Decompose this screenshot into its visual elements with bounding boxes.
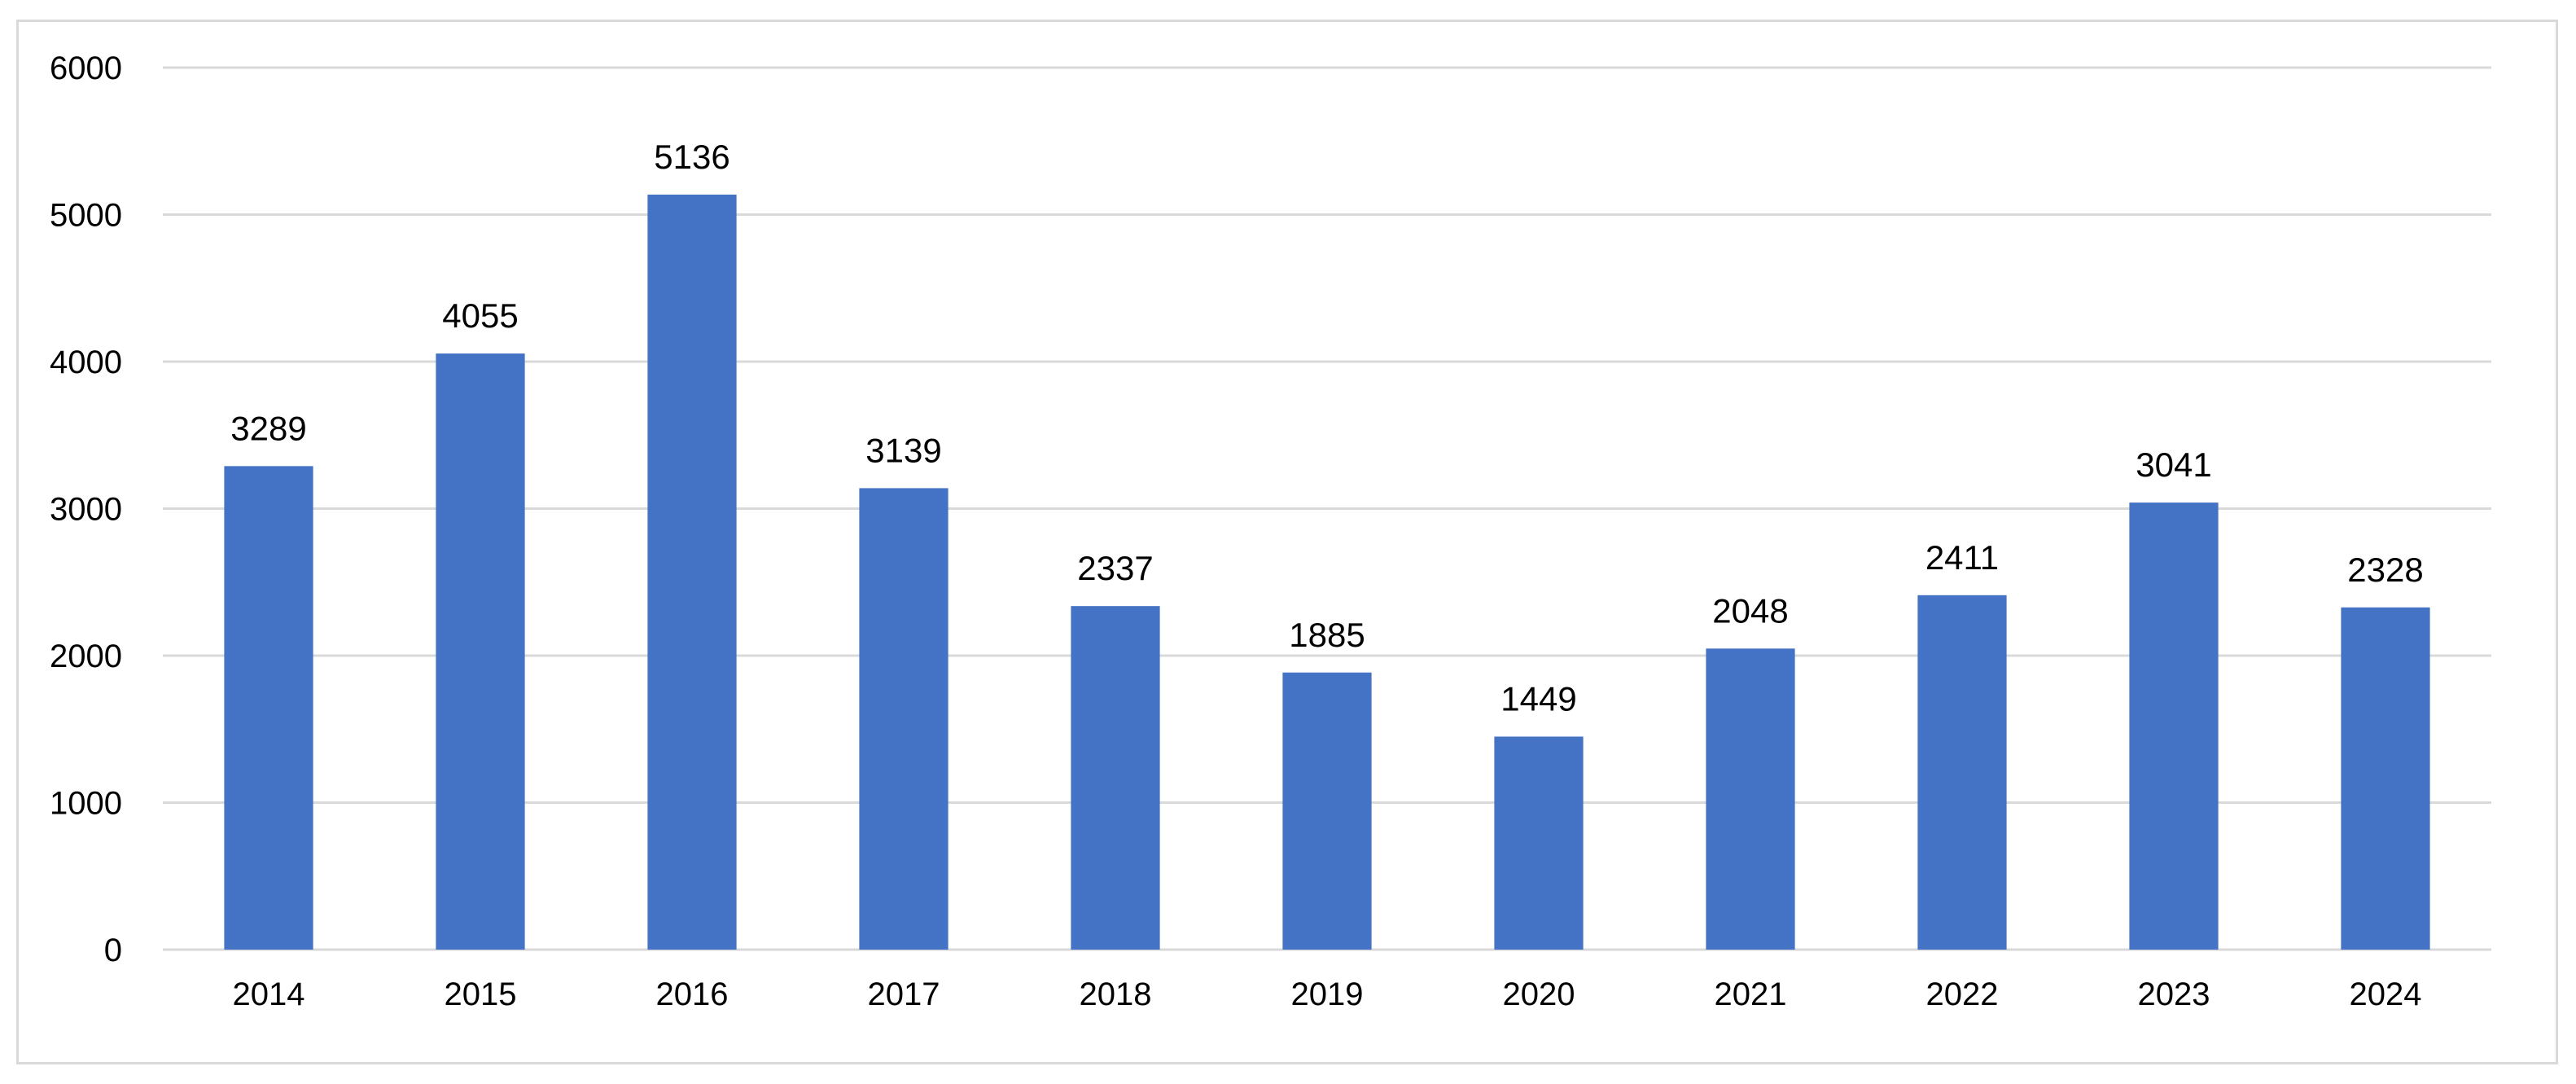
x-axis-ticks: 2014 2015 2016 2017 2018 2019 2020 2021 2022 2023… <box>233 976 2422 1012</box>
x-tick-label-2019: 2019 <box>1291 976 1364 1012</box>
data-label-2022: 2411 <box>1925 538 1999 577</box>
bar-2015 <box>436 353 525 950</box>
gridlines <box>163 66 2491 951</box>
x-tick-label-2020: 2020 <box>1503 976 1575 1012</box>
x-tick-label-2024: 2024 <box>2350 976 2422 1012</box>
data-label-2017: 3139 <box>865 431 941 469</box>
bars <box>224 194 2430 950</box>
y-tick-label: 0 <box>104 933 122 968</box>
bar-2023 <box>2129 503 2219 950</box>
data-label-2020: 1449 <box>1500 679 1576 718</box>
bar-2016 <box>647 194 737 950</box>
x-tick-label-2015: 2015 <box>445 976 517 1012</box>
data-label-2015: 4055 <box>442 296 518 335</box>
x-tick-label-2014: 2014 <box>233 976 305 1012</box>
bar-2021 <box>1706 648 1795 950</box>
bar-2014 <box>224 466 313 950</box>
y-tick-label: 2000 <box>50 639 122 674</box>
x-tick-label-2016: 2016 <box>656 976 729 1012</box>
bar-2020 <box>1494 736 1584 950</box>
x-tick-label-2017: 2017 <box>868 976 940 1012</box>
data-labels: 3289 4055 5136 3139 2337 1885 1449 2048 2411 3041… <box>230 138 2423 718</box>
data-label-2021: 2048 <box>1712 591 1788 630</box>
y-tick-label: 4000 <box>50 345 122 380</box>
y-axis-ticks: 0 1000 2000 3000 4000 5000 6000 <box>50 50 122 968</box>
bar-2019 <box>1282 672 1372 950</box>
data-label-2023: 3041 <box>2136 445 2211 484</box>
y-tick-label: 1000 <box>50 786 122 822</box>
x-tick-label-2018: 2018 <box>1080 976 1152 1012</box>
data-label-2016: 5136 <box>654 138 729 176</box>
x-tick-label-2021: 2021 <box>1715 976 1787 1012</box>
data-label-2018: 2337 <box>1077 549 1153 587</box>
x-tick-label-2023: 2023 <box>2138 976 2210 1012</box>
bar-2017 <box>859 488 948 950</box>
data-label-2024: 2328 <box>2347 551 2423 589</box>
y-tick-label: 3000 <box>50 492 122 528</box>
x-tick-label-2022: 2022 <box>1926 976 1999 1012</box>
y-tick-label: 6000 <box>50 50 122 86</box>
data-label-2019: 1885 <box>1289 616 1365 654</box>
bar-2018 <box>1071 606 1160 950</box>
bar-2022 <box>1917 595 2007 950</box>
data-label-2014: 3289 <box>230 409 306 447</box>
bar-2024 <box>2341 607 2430 950</box>
y-tick-label: 5000 <box>50 198 122 234</box>
